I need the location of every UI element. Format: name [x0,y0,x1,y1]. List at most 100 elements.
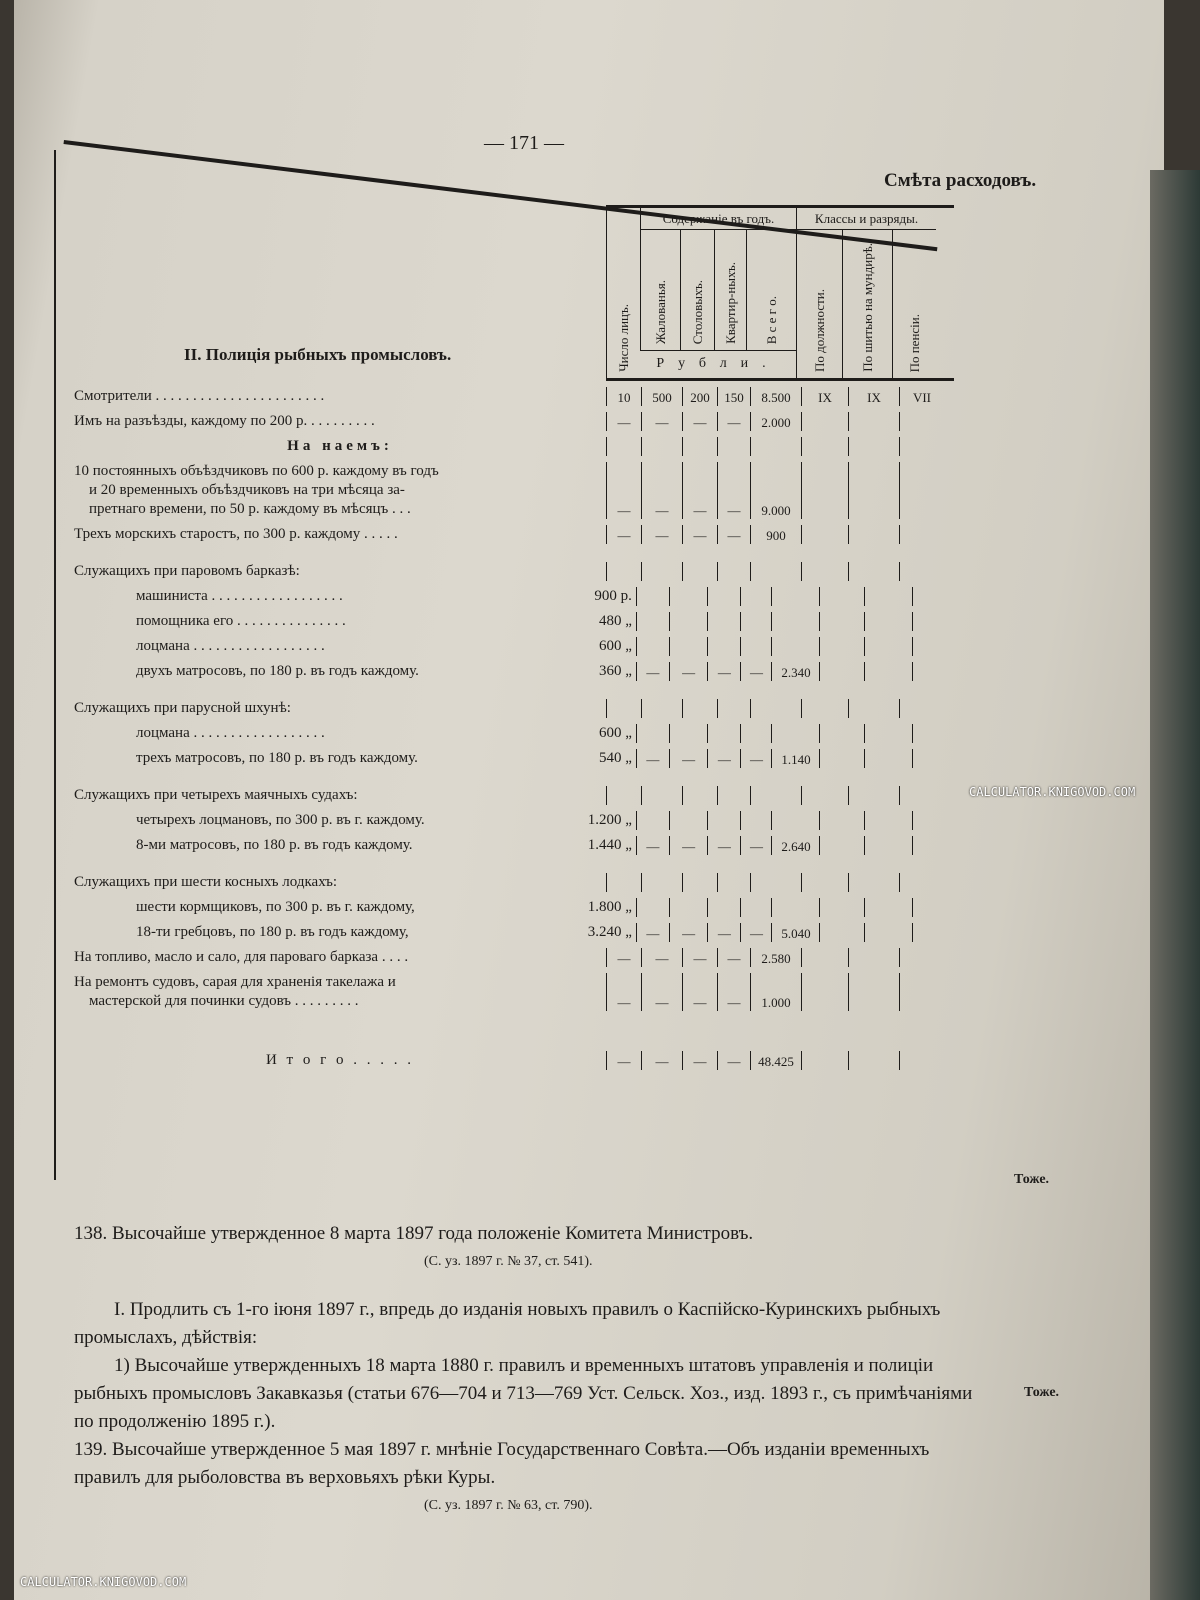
running-head: Смѣта расходовъ. [884,170,1037,191]
table-cell: — [641,525,682,544]
citation-138: (С. уз. 1897 г. № 37, ст. 541). [424,1254,593,1269]
table-cell: — [682,1051,717,1070]
table-cell [641,437,682,456]
table-cell [848,786,899,805]
header-classes-group: Классы и разряды. [796,208,936,230]
table-cell [801,948,848,967]
table-row: Служащихъ при парусной шхунѣ: [74,681,954,718]
table-cell [771,898,819,917]
table-cell [899,948,944,967]
table-cell [750,786,801,805]
row-label: машиниста . . . . . . . . . . . . . . . … [74,587,636,606]
table-cell [707,811,740,830]
table-cell: — [740,662,771,681]
table-cell [641,699,682,718]
header-count: Число лицъ. [606,208,640,378]
table-cell: IX [801,387,848,406]
item-amount: 1.440 „ [587,837,632,853]
table-cell [848,462,899,519]
citation-139: (С. уз. 1897 г. № 63, ст. 790). [424,1498,593,1513]
table-cell [740,724,771,743]
table-row: Служащихъ при четырехъ маячныхъ судахъ: [74,768,954,805]
table-cell [740,811,771,830]
table-cell [899,462,944,519]
item-text: четырехъ лоцмановъ, по 300 р. въ г. кажд… [136,812,425,828]
table-cell [801,412,848,431]
table-cell [707,612,740,631]
row-label: Трехъ морскихъ старостъ, по 300 р. каждо… [74,526,398,542]
table-cell: — [740,836,771,855]
table-cell: — [707,662,740,681]
header-total: В с е г о. [746,230,796,350]
table-cell [899,786,944,805]
table-cell [668,612,708,631]
table-cell: IX [848,387,899,406]
header-maintenance-group: Содержаніе въ годъ. [640,208,796,230]
table-cell [740,612,771,631]
margin-note: Тоже. [1014,1172,1050,1187]
table-cell: 8.500 [750,387,801,406]
table-cell [707,898,740,917]
table-row: машиниста . . . . . . . . . . . . . . . … [74,581,954,606]
table-row: Служащихъ при шести косныхъ лодкахъ: [74,855,954,892]
table-cell [750,437,801,456]
table-cell [668,637,708,656]
table-cell: — [682,948,717,967]
table-cell [668,811,708,830]
table-cell [635,612,669,631]
table-body: Смотрители . . . . . . . . . . . . . . .… [74,381,954,1070]
table-cell [682,786,717,805]
table-cell: — [635,662,669,681]
table-row: На топливо, масло и сало, для пароваго б… [74,942,954,967]
row-label: четырехъ лоцмановъ, по 300 р. въ г. кажд… [74,811,636,830]
table-cell: 500 [641,387,682,406]
header-quarters-label: Квартир-ныхъ. [722,262,738,344]
table-cell [606,786,641,805]
header-by-post-label: По должности. [811,289,827,372]
item-amount: 3.240 „ [587,924,632,940]
table-cell: — [641,412,682,431]
paragraph-2: 1) Высочайше утвержденныхъ 18 марта 1880… [74,1355,973,1432]
table-cell [801,1051,848,1070]
table-cell [848,525,899,544]
expense-table: Число лицъ. Содержаніе въ годъ. Жаловань… [74,205,954,1070]
table-cell: — [707,836,740,855]
header-by-uniform-label: По шитью на мундирѣ. [859,243,875,372]
table-cell: 10 [606,387,641,406]
table-cell [863,662,912,681]
row-label: На наемъ: [287,438,393,454]
table-cell: — [740,923,771,942]
table-cell [848,562,899,581]
table-cell [819,612,863,631]
row-label: Служащихъ при четырехъ маячныхъ судахъ: [74,787,358,803]
entry-139: 139. Высочайше утвержденное 5 мая 1897 г… [74,1439,930,1488]
item-text: помощника его . . . . . . . . . . . . . … [136,613,346,629]
item-amount: 900 р. [594,588,632,604]
header-by-pension-label: По пенсіи. [906,313,922,372]
table-cell [740,587,771,606]
table-cell [863,836,912,855]
left-rule [54,150,56,1180]
table-cell: — [668,923,708,942]
header-table-money-label: Столовыхъ. [689,279,705,344]
table-cell [635,811,669,830]
table-cell: 1.140 [771,749,819,768]
item-amount: 600 „ [598,725,632,741]
item-amount: 600 „ [598,638,632,654]
table-cell [863,749,912,768]
table-cell [848,1051,899,1070]
table-row: На наемъ: [74,431,954,456]
table-cell [801,873,848,892]
table-cell [668,724,708,743]
table-cell: — [707,923,740,942]
table-cell [606,873,641,892]
page-number: — 171 — [484,132,564,154]
table-cell [606,699,641,718]
table-cell: 5.040 [771,923,819,942]
table-cell [911,724,954,743]
row-label: Служащихъ при шести косныхъ лодкахъ: [74,874,338,890]
row-label: На топливо, масло и сало, для пароваго б… [74,949,409,965]
table-cell [899,1051,944,1070]
row-label: Служащихъ при паровомъ барказѣ: [74,563,300,579]
table-cell [750,873,801,892]
